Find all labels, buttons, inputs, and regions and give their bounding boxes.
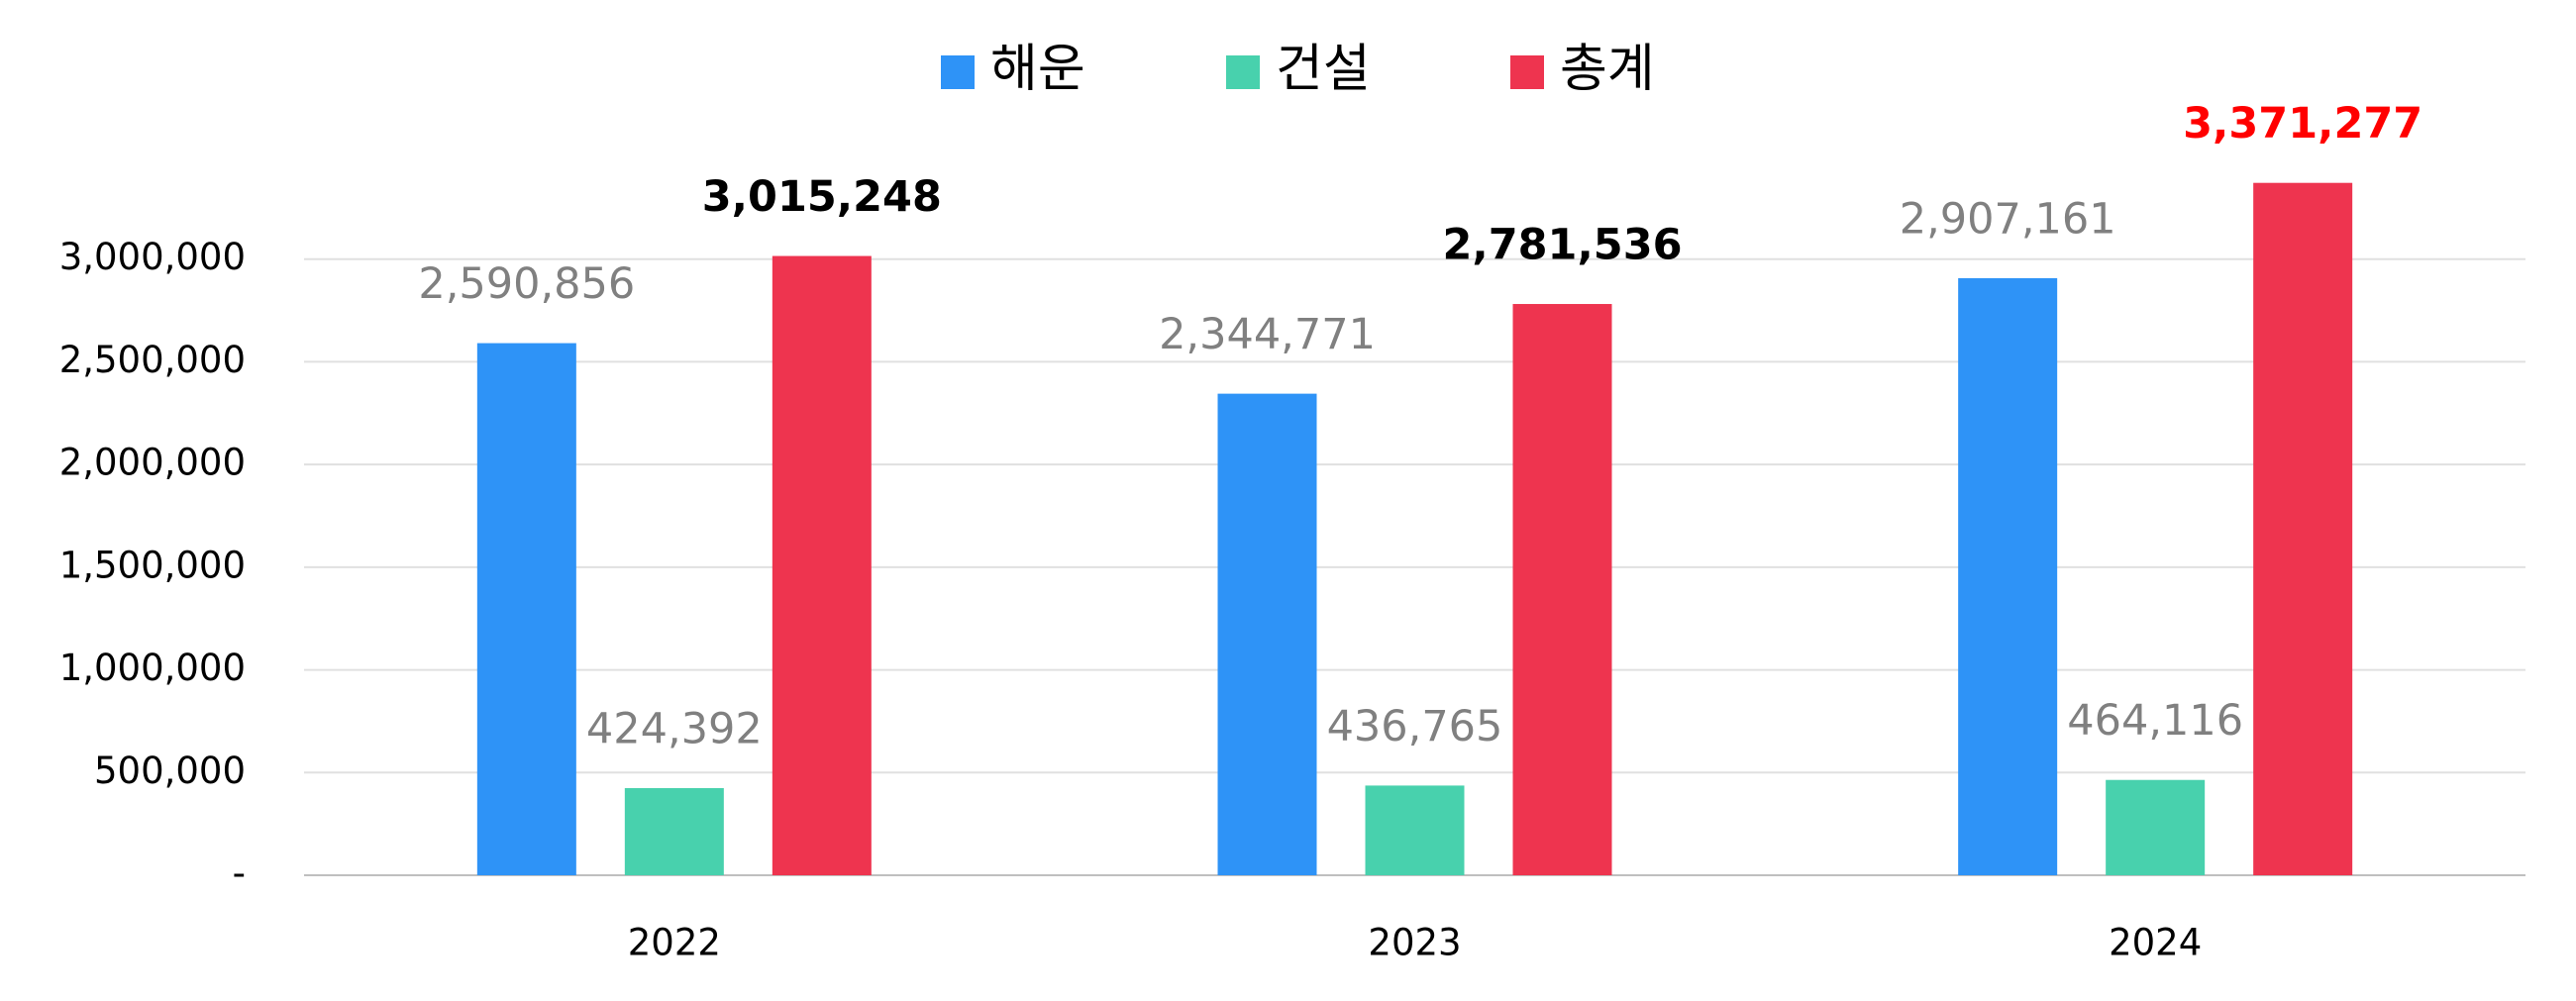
y-tick-label: 3,000,000 [59,236,246,278]
value-label: 3,371,277 [2183,99,2422,149]
y-tick-label: 1,500,000 [59,544,246,586]
legend-label: 총계 [1560,40,1655,99]
legend-label: 해운 [990,40,1085,99]
bar [2106,779,2206,875]
value-label: 2,781,536 [1442,221,1682,270]
legend-swatch [1226,55,1260,89]
x-tick-label: 2024 [2109,922,2202,964]
value-label: 2,344,771 [1159,310,1376,359]
value-label: 436,765 [1327,702,1503,751]
bar [1958,277,2058,875]
bar [1365,785,1465,875]
bar [772,255,872,876]
bar [1217,393,1317,875]
y-tick-label: 2,500,000 [59,339,246,381]
bar [2253,182,2353,876]
y-tick-label: 2,000,000 [59,442,246,484]
x-tick-label: 2023 [1368,922,1461,964]
bar [476,343,576,876]
value-label: 3,015,248 [702,172,942,222]
value-label: 464,116 [2067,696,2243,746]
y-tick-label: - [233,852,246,895]
value-label: 2,590,856 [418,259,635,309]
bar [624,787,724,875]
x-tick-label: 2022 [628,922,721,964]
legend-swatch [1510,55,1544,89]
y-tick-label: 500,000 [94,750,246,792]
legend-label: 건설 [1276,40,1371,99]
value-label: 2,907,161 [1900,194,2116,244]
legend-swatch [941,55,975,89]
value-label: 424,392 [586,704,763,753]
bar [1512,304,1612,875]
y-tick-label: 1,000,000 [59,647,246,689]
